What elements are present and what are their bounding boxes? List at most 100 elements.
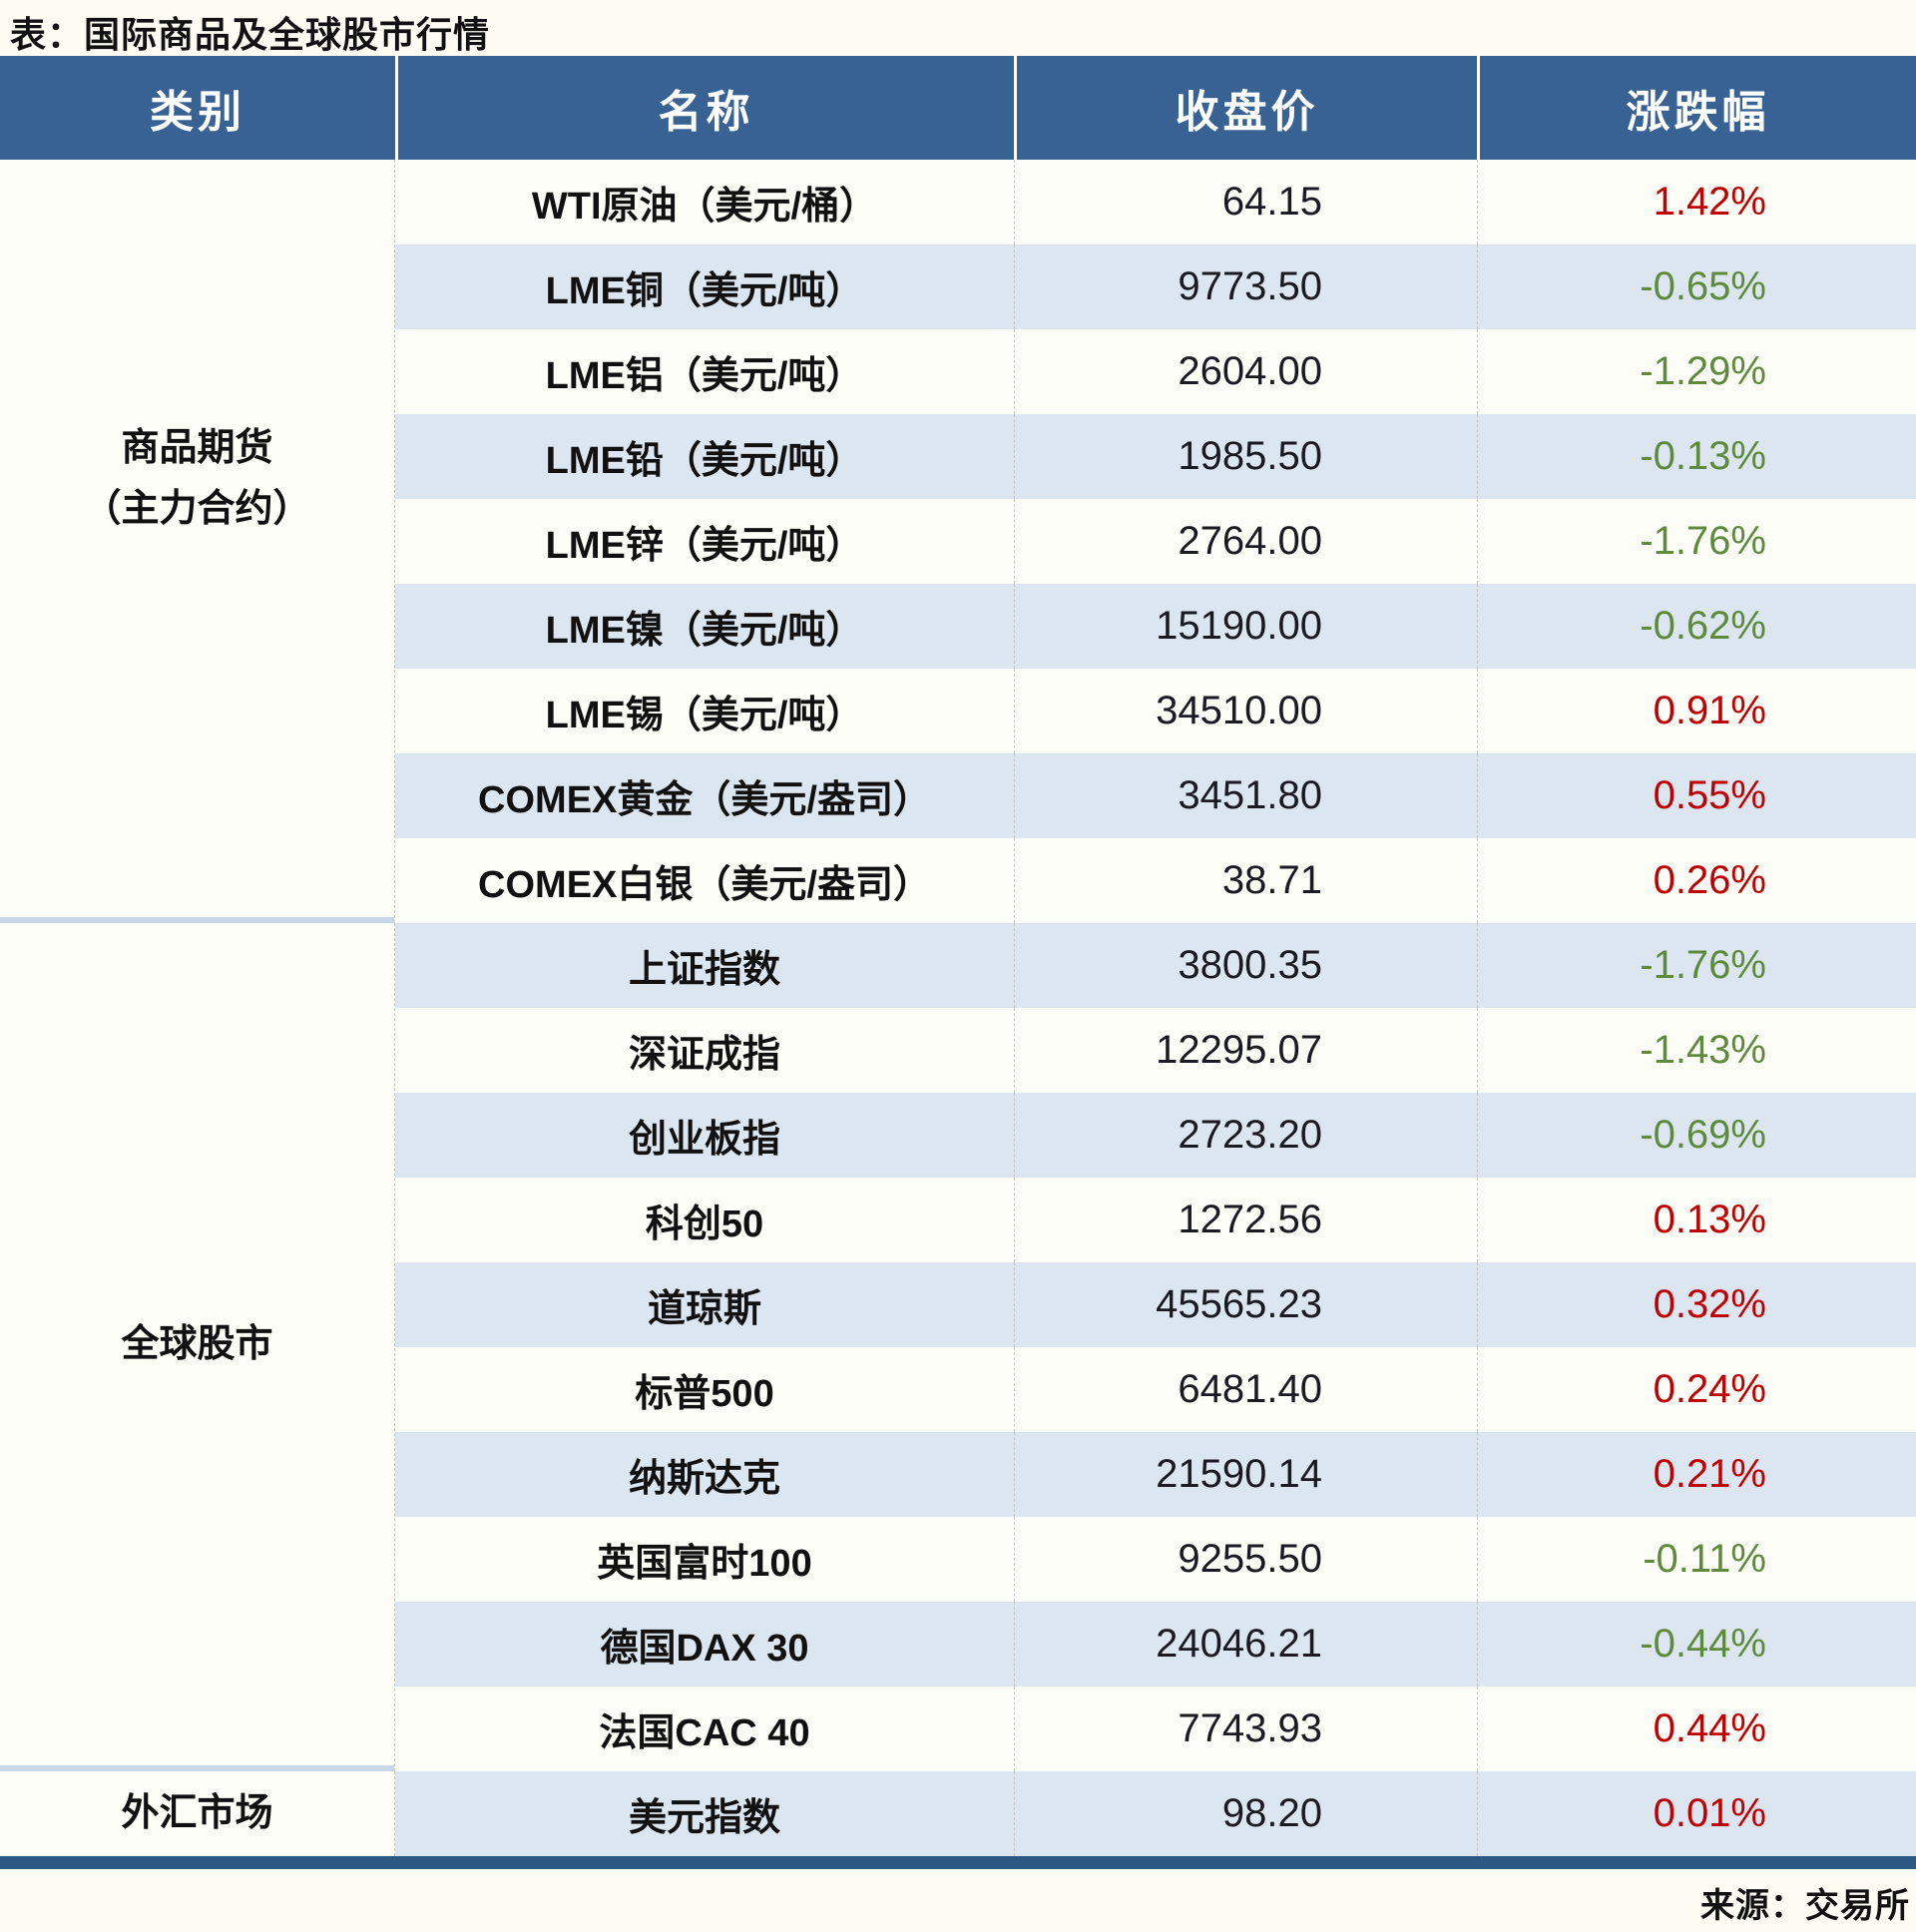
change-pct-cell: 0.21% xyxy=(1477,1432,1916,1517)
name-cell: 标普500 xyxy=(635,1373,774,1415)
table-row: COMEX白银（美元/盎司） 38.71 0.26% xyxy=(395,838,1916,923)
section-rows: WTI原油（美元/桶） 64.15 1.42% LME铜（美元/吨） 9773.50 -0… xyxy=(395,160,1916,923)
name-cell: 科创50 xyxy=(645,1204,764,1245)
table-body: 商品期货 （主力合约） WTI原油（美元/桶） 64.15 1.42% LME铜（美元/… xyxy=(0,160,1916,1856)
name-cell: LME镍（美元/吨） xyxy=(545,610,864,652)
name-cell: WTI原油（美元/桶） xyxy=(531,186,878,228)
table-row: 法国CAC 40 7743.93 0.44% xyxy=(395,1687,1916,1771)
table-row: LME铜（美元/吨） 9773.50 -0.65% xyxy=(395,244,1916,329)
name-cell: 法国CAC 40 xyxy=(599,1712,810,1754)
change-pct-cell: 0.55% xyxy=(1477,753,1916,838)
table-section: 全球股市 上证指数 3800.35 -1.76% 深证成指 12295.07 -1.43% 创… xyxy=(0,923,1916,1771)
close-price-cell: 15190.00 xyxy=(1014,584,1477,669)
table-row: WTI原油（美元/桶） 64.15 1.42% xyxy=(395,160,1916,244)
name-cell: LME铜（美元/吨） xyxy=(545,270,864,312)
table-row: 德国DAX 30 24046.21 -0.44% xyxy=(395,1602,1916,1687)
close-price-cell: 2723.20 xyxy=(1014,1093,1477,1178)
table-row: LME锌（美元/吨） 2764.00 -1.76% xyxy=(395,499,1916,584)
change-pct-cell: 0.91% xyxy=(1477,669,1916,753)
name-cell: LME锡（美元/吨） xyxy=(545,695,864,736)
close-price-cell: 1985.50 xyxy=(1014,414,1477,499)
table-section: 外汇市场 美元指数 98.20 0.01% xyxy=(0,1771,1916,1856)
close-price-cell: 2604.00 xyxy=(1014,329,1477,414)
change-pct-cell: 0.01% xyxy=(1477,1771,1916,1856)
name-cell: LME锌（美元/吨） xyxy=(545,525,864,567)
category-cell: 全球股市 xyxy=(0,923,395,1771)
section-rows: 美元指数 98.20 0.01% xyxy=(395,1771,1916,1856)
table-row: 标普500 6481.40 0.24% xyxy=(395,1347,1916,1432)
table-row: 深证成指 12295.07 -1.43% xyxy=(395,1008,1916,1093)
category-cell: 外汇市场 xyxy=(0,1771,395,1856)
close-price-cell: 98.20 xyxy=(1014,1771,1477,1856)
header-name: 名称 xyxy=(395,56,1014,160)
table-row: LME铅（美元/吨） 1985.50 -0.13% xyxy=(395,414,1916,499)
close-price-cell: 3800.35 xyxy=(1014,923,1477,1008)
change-pct-cell: -1.76% xyxy=(1477,923,1916,1008)
name-cell: LME铝（美元/吨） xyxy=(545,355,864,397)
change-pct-cell: 1.42% xyxy=(1477,160,1916,244)
market-table: 类别 名称 收盘价 涨跌幅 商品期货 （主力合约） WTI原油（美元/桶） 64.1… xyxy=(0,56,1916,1856)
table-row: LME铝（美元/吨） 2604.00 -1.29% xyxy=(395,329,1916,414)
name-cell: 道琼斯 xyxy=(647,1288,761,1330)
name-cell: 德国DAX 30 xyxy=(600,1628,809,1670)
close-price-cell: 3451.80 xyxy=(1014,753,1477,838)
close-price-cell: 9255.50 xyxy=(1014,1517,1477,1602)
name-cell: 纳斯达克 xyxy=(628,1458,780,1500)
close-price-cell: 24046.21 xyxy=(1014,1602,1477,1687)
change-pct-cell: -0.65% xyxy=(1477,244,1916,329)
change-pct-cell: -1.76% xyxy=(1477,499,1916,584)
close-price-cell: 34510.00 xyxy=(1014,669,1477,753)
table-row: LME锡（美元/吨） 34510.00 0.91% xyxy=(395,669,1916,753)
table-row: 英国富时100 9255.50 -0.11% xyxy=(395,1517,1916,1602)
name-cell: 美元指数 xyxy=(628,1797,780,1839)
table-row: 美元指数 98.20 0.01% xyxy=(395,1771,1916,1856)
section-rows: 上证指数 3800.35 -1.76% 深证成指 12295.07 -1.43% 创业板指 2… xyxy=(395,923,1916,1771)
name-cell: 英国富时100 xyxy=(597,1543,812,1585)
name-cell: 深证成指 xyxy=(628,1034,780,1076)
table-row: LME镍（美元/吨） 15190.00 -0.62% xyxy=(395,584,1916,669)
name-cell: LME铅（美元/吨） xyxy=(545,440,864,482)
change-pct-cell: 0.26% xyxy=(1477,838,1916,923)
close-price-cell: 45565.23 xyxy=(1014,1262,1477,1347)
close-price-cell: 6481.40 xyxy=(1014,1347,1477,1432)
header-close-price: 收盘价 xyxy=(1014,56,1477,160)
close-price-cell: 64.15 xyxy=(1014,160,1477,244)
table-row: 创业板指 2723.20 -0.69% xyxy=(395,1093,1916,1178)
close-price-cell: 38.71 xyxy=(1014,838,1477,923)
table-row: 科创50 1272.56 0.13% xyxy=(395,1178,1916,1262)
table-row: 纳斯达克 21590.14 0.21% xyxy=(395,1432,1916,1517)
name-cell: 上证指数 xyxy=(628,949,780,991)
page-title: 表：国际商品及全球股市行情 xyxy=(10,14,491,55)
close-price-cell: 9773.50 xyxy=(1014,244,1477,329)
change-pct-cell: -0.69% xyxy=(1477,1093,1916,1178)
header-category: 类别 xyxy=(150,88,245,137)
close-price-cell: 21590.14 xyxy=(1014,1432,1477,1517)
table-row: 道琼斯 45565.23 0.32% xyxy=(395,1262,1916,1347)
table-row: COMEX黄金（美元/盎司） 3451.80 0.55% xyxy=(395,753,1916,838)
change-pct-cell: -0.13% xyxy=(1477,414,1916,499)
change-pct-cell: -0.62% xyxy=(1477,584,1916,669)
change-pct-cell: -1.43% xyxy=(1477,1008,1916,1093)
header-change-pct: 涨跌幅 xyxy=(1477,56,1916,160)
name-cell: COMEX黄金（美元/盎司） xyxy=(478,779,931,821)
change-pct-cell: -0.11% xyxy=(1477,1517,1916,1602)
table-bottom-border xyxy=(0,1856,1916,1869)
name-cell: 创业板指 xyxy=(628,1119,780,1161)
table-header-row: 类别 名称 收盘价 涨跌幅 xyxy=(0,56,1916,160)
table-section: 商品期货 （主力合约） WTI原油（美元/桶） 64.15 1.42% LME铜（美元/… xyxy=(0,160,1916,923)
category-cell: 商品期货 （主力合约） xyxy=(0,160,395,923)
name-cell: COMEX白银（美元/盎司） xyxy=(478,864,931,906)
change-pct-cell: -1.29% xyxy=(1477,329,1916,414)
change-pct-cell: 0.32% xyxy=(1477,1262,1916,1347)
change-pct-cell: -0.44% xyxy=(1477,1602,1916,1687)
change-pct-cell: 0.13% xyxy=(1477,1178,1916,1262)
table-row: 上证指数 3800.35 -1.76% xyxy=(395,923,1916,1008)
close-price-cell: 7743.93 xyxy=(1014,1687,1477,1771)
close-price-cell: 2764.00 xyxy=(1014,499,1477,584)
change-pct-cell: 0.44% xyxy=(1477,1687,1916,1771)
source-note: 来源：交易所 xyxy=(1700,1887,1910,1925)
close-price-cell: 12295.07 xyxy=(1014,1008,1477,1093)
close-price-cell: 1272.56 xyxy=(1014,1178,1477,1262)
change-pct-cell: 0.24% xyxy=(1477,1347,1916,1432)
